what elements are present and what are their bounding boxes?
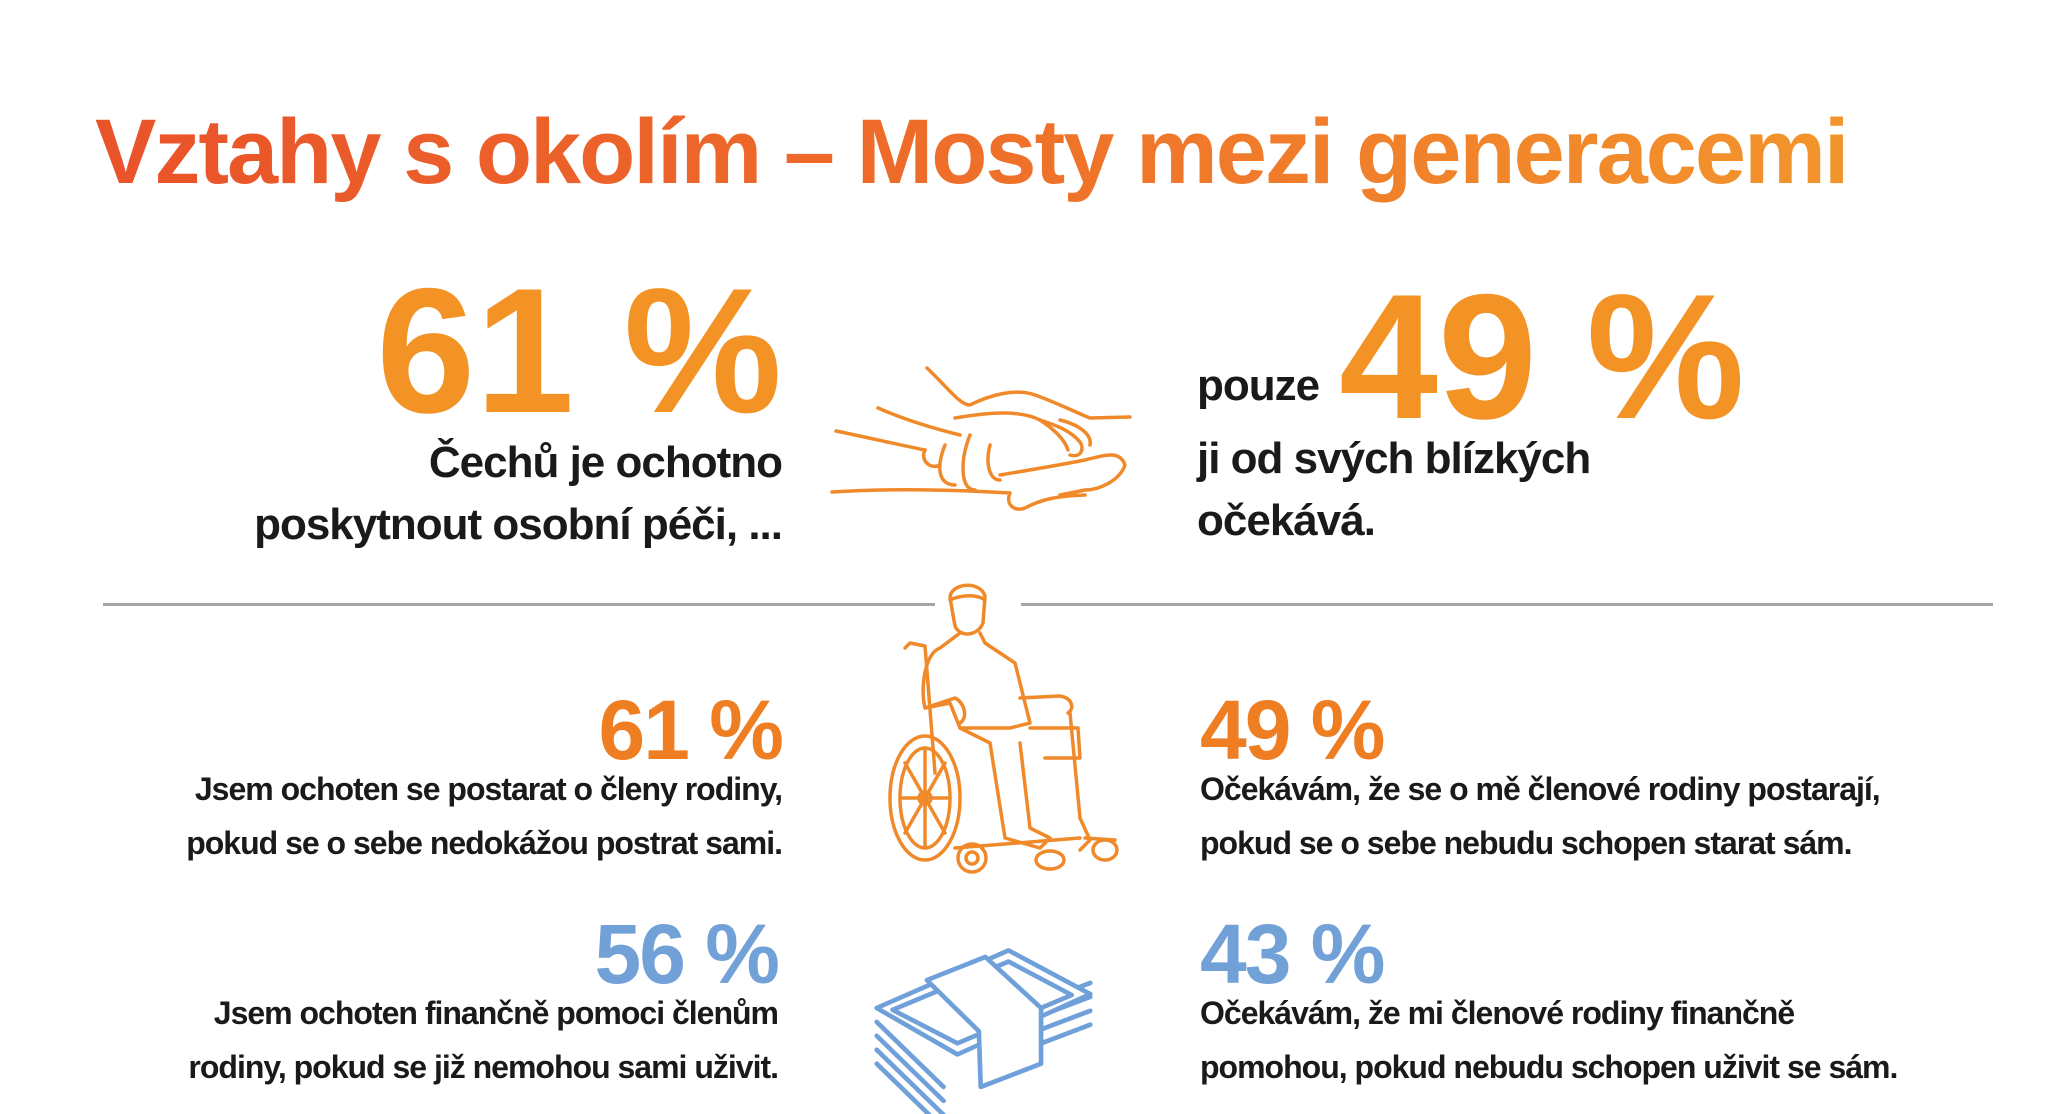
holding-hands-icon [830, 366, 1132, 511]
stat-line: pokud se o sebe nedokážou postrat sami. [186, 825, 783, 861]
stat-line: Očekávám, že se o mě členové rodiny post… [1200, 771, 1881, 807]
stat-care-expected-text: Očekávám, že se o mě členové rodiny post… [1200, 762, 1881, 870]
stat-line: pokud se o sebe nebudu schopen starat sá… [1200, 825, 1852, 861]
page-title: Vztahy s okolím – Mosty mezi generacemi [95, 100, 1995, 205]
divider-left [103, 603, 935, 606]
stat-care-willing-percentage: 61 % [598, 683, 784, 777]
hero-left-text: Čechů je ochotno poskytnout osobní péči,… [254, 432, 783, 556]
stat-care-willing-text: Jsem ochoten se postarat o členy rodiny,… [186, 762, 783, 870]
stat-line: Jsem ochoten se postarat o členy rodiny, [194, 771, 783, 807]
stat-line: Jsem ochoten finančně pomoci členům [213, 995, 779, 1031]
stat-line: Očekávám, že mi členové rodiny finančně [1200, 995, 1795, 1031]
hero-left-percentage: 61 % [376, 251, 782, 450]
divider-right [1021, 603, 1993, 606]
hero-left-line1: Čechů je ochotno [428, 438, 783, 487]
hero-left-line2: poskytnout osobní péči, ... [254, 500, 783, 549]
stat-finance-expected-text: Očekávám, že mi členové rodiny finančně … [1200, 986, 1898, 1094]
money-stack-icon [874, 948, 1093, 1114]
stat-care-expected-percentage: 49 % [1200, 683, 1385, 777]
stat-finance-expected-percentage: 43 % [1200, 907, 1385, 1001]
hero-right-percentage: 49 % [1339, 257, 1745, 456]
stat-finance-willing-percentage: 56 % [594, 907, 780, 1001]
stat-line: pomohou, pokud nebudu schopen uživit se … [1200, 1049, 1898, 1085]
wheelchair-person-icon [888, 583, 1119, 874]
hero-right-text: ji od svých blízkých očekává. [1197, 428, 1591, 552]
hero-right-line1: ji od svých blízkých [1197, 434, 1591, 483]
hero-right-line2: očekává. [1197, 496, 1376, 545]
hero-right-prefix: pouze [1197, 361, 1320, 410]
stat-line: rodiny, pokud se již nemohou sami uživit… [188, 1049, 779, 1085]
stat-finance-willing-text: Jsem ochoten finančně pomoci členům rodi… [188, 986, 779, 1094]
